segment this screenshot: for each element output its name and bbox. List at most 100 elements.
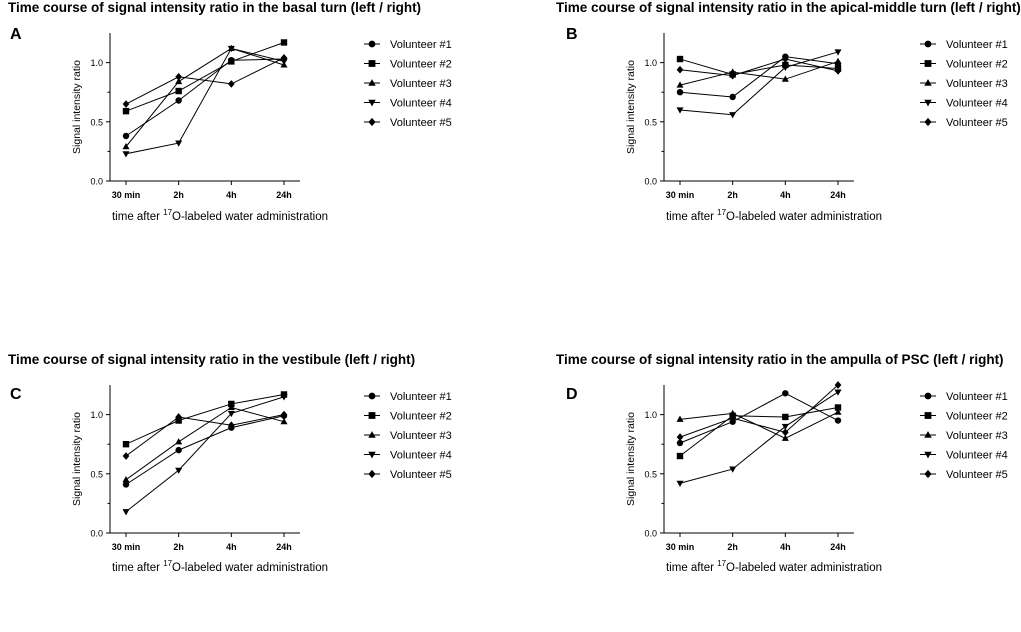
data-point	[175, 446, 182, 454]
panel-title: Time course of signal intensity ratio in…	[556, 0, 1021, 15]
x-tick-label: 30 min	[666, 542, 695, 552]
data-point	[175, 97, 182, 104]
y-tick-label: 1.0	[90, 58, 103, 68]
series-line	[125, 58, 285, 137]
legend-marker	[368, 117, 376, 127]
data-point	[781, 434, 789, 441]
legend-marker	[924, 392, 932, 400]
panel-d: Time course of signal intensity ratio in…	[556, 352, 1021, 632]
legend-label: Volunteer #4	[946, 98, 1008, 110]
x-axis-label-suffix: O-labeled water administration	[726, 211, 882, 223]
series-line	[125, 414, 285, 457]
data-point	[834, 404, 842, 411]
data-point	[676, 433, 684, 441]
data-point	[676, 89, 684, 96]
data-point	[781, 64, 789, 72]
legend-marker	[368, 99, 376, 107]
panel-b: Time course of signal intensity ratio in…	[556, 0, 1021, 280]
y-tick-label: 1.0	[644, 58, 657, 68]
legend-label: Volunteer #3	[946, 78, 1008, 90]
legend-label: Volunteer #5	[390, 469, 452, 481]
legend-marker	[368, 392, 376, 400]
series-line	[125, 47, 285, 147]
legend-marker	[924, 117, 932, 127]
x-axis-label-prefix: time after	[666, 562, 717, 574]
panel-letter: D	[566, 386, 578, 403]
data-point	[676, 81, 684, 88]
y-axis-label: Signal intensity ratio	[625, 60, 637, 154]
data-point	[782, 413, 789, 421]
panel-c: Time course of signal intensity ratio in…	[0, 352, 500, 632]
legend-label: Volunteer #1	[946, 391, 1008, 403]
y-tick-label: 0.0	[90, 177, 103, 187]
legend-label: Volunteer #1	[390, 39, 452, 51]
legend-marker	[924, 412, 932, 419]
chart-c: 0.0 0.5 1.0 30 min 2h 4h 24h Signal intensity r…	[71, 385, 452, 574]
chart-b: 0.0 0.5 1.0 30 min 2h 4h 24h Signal intensity r…	[625, 33, 1008, 223]
series-line	[679, 411, 839, 439]
x-tick-label: 2h	[727, 542, 738, 552]
legend-label: Volunteer #4	[390, 450, 452, 462]
legend-marker	[368, 412, 376, 419]
series-line	[679, 60, 839, 86]
series-line	[125, 42, 285, 112]
panel-a: Time course of signal intensity ratio in…	[0, 0, 500, 280]
data-point	[676, 452, 684, 460]
series-line	[125, 396, 285, 513]
legend-label: Volunteer #4	[946, 450, 1008, 462]
data-point	[834, 408, 842, 415]
data-point	[834, 389, 842, 396]
legend-label: Volunteer #1	[946, 39, 1008, 51]
data-point	[175, 140, 183, 147]
x-tick-label: 30 min	[112, 190, 141, 200]
y-axis-label: Signal intensity ratio	[71, 60, 83, 154]
legend-label: Volunteer #2	[946, 59, 1008, 71]
legend-marker	[368, 431, 376, 438]
panel-letter: C	[10, 386, 22, 403]
x-tick-label: 24h	[830, 190, 846, 200]
series-line	[679, 58, 839, 77]
data-point	[122, 100, 130, 108]
data-point	[280, 54, 288, 62]
x-axis-label-superscript: 17	[163, 559, 172, 568]
series-line	[125, 393, 285, 445]
x-axis-label-prefix: time after	[112, 562, 163, 574]
y-tick-label: 0.5	[90, 117, 103, 127]
legend-marker	[368, 469, 376, 479]
x-axis-label: time after 17O-labeled water administrat…	[112, 208, 328, 223]
data-point	[227, 80, 235, 88]
data-point	[122, 107, 130, 115]
data-point	[834, 67, 842, 75]
x-axis-label-suffix: O-labeled water administration	[172, 211, 328, 223]
panel-title: Time course of signal intensity ratio in…	[8, 0, 422, 15]
data-point	[676, 65, 684, 74]
data-point	[175, 467, 183, 474]
x-tick-label: 30 min	[112, 542, 141, 552]
data-point	[175, 438, 183, 445]
panel-letter: A	[10, 26, 22, 43]
series-line	[125, 47, 285, 155]
series-line	[125, 57, 285, 105]
series-line	[125, 415, 285, 485]
series-line	[679, 58, 839, 75]
panel-title: Time course of signal intensity ratio in…	[556, 352, 1004, 367]
legend-marker	[924, 40, 932, 48]
legend-label: Volunteer #2	[946, 411, 1008, 423]
x-tick-label: 24h	[830, 542, 846, 552]
data-point	[782, 390, 789, 397]
data-point	[122, 151, 130, 158]
data-point	[280, 418, 288, 425]
data-point	[122, 476, 130, 483]
chart-a: 0.0 0.5 1.0 30 min 2h 4h 24h Signal intensity r…	[71, 33, 452, 223]
data-point	[122, 132, 130, 140]
x-axis-label-prefix: time after	[112, 211, 163, 223]
x-tick-label: 4h	[226, 542, 237, 552]
legend-marker	[924, 451, 932, 459]
legend-label: Volunteer #3	[390, 78, 452, 90]
data-point	[122, 509, 130, 516]
chart-d: 0.0 0.5 1.0 30 min 2h 4h 24h Signal intensity r…	[625, 381, 1008, 574]
data-point	[729, 68, 737, 75]
series-line	[679, 51, 839, 116]
data-point	[729, 112, 737, 119]
y-axis-label: Signal intensity ratio	[625, 412, 637, 506]
